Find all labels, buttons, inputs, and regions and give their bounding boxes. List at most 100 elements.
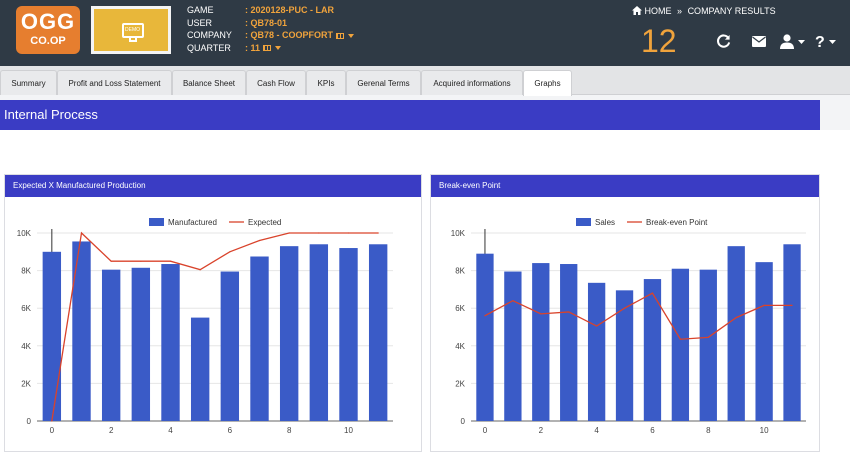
line-point xyxy=(735,317,737,319)
bar xyxy=(643,279,662,421)
line-point xyxy=(791,304,793,306)
logo-line1: OGG xyxy=(20,9,76,34)
bar xyxy=(671,268,690,421)
demo-label: DEMO xyxy=(125,27,140,33)
bar xyxy=(131,267,151,421)
quarter-key: QUARTER xyxy=(187,42,231,53)
line-point xyxy=(258,239,261,242)
game-value: : 2020128-PUC - LAR xyxy=(245,5,335,15)
y-tick-label: 8K xyxy=(455,267,465,276)
line-point xyxy=(288,232,290,234)
legend-swatch-bar xyxy=(576,218,591,226)
bar xyxy=(42,251,62,421)
user-icon xyxy=(780,34,805,49)
user-menu-button[interactable] xyxy=(780,34,806,50)
breadcrumb-current: COMPANY RESULTS xyxy=(687,6,776,16)
break-even-panel-title: Break-even Point xyxy=(431,175,819,197)
list-icon xyxy=(336,32,345,39)
breadcrumb-separator: » xyxy=(677,6,683,16)
x-tick-label: 4 xyxy=(594,426,599,435)
y-tick-label: 6K xyxy=(21,304,31,313)
quarter-selector[interactable]: QUARTER : 11 xyxy=(187,42,354,55)
series-line xyxy=(484,292,793,340)
bar xyxy=(72,241,91,421)
tab-balance-sheet[interactable]: Balance Sheet xyxy=(172,70,246,95)
tab-cash-flow[interactable]: Cash Flow xyxy=(246,70,306,95)
line-point xyxy=(540,313,542,315)
caret-down-icon xyxy=(275,46,282,51)
ogg-logo[interactable]: OGG CO.OP xyxy=(16,6,80,54)
legend-label: Break-even Point xyxy=(646,218,708,227)
series-line xyxy=(51,231,379,422)
y-tick-label: 6K xyxy=(455,304,465,313)
tab-acquired-informations[interactable]: Acquired informations xyxy=(421,70,523,95)
line-point xyxy=(707,336,709,338)
bar xyxy=(727,246,745,421)
bar xyxy=(587,282,606,421)
y-tick-label: 8K xyxy=(21,267,31,276)
refresh-button[interactable] xyxy=(716,34,731,50)
user-value: : QB78-01 xyxy=(245,17,288,28)
line-point xyxy=(110,260,112,262)
list-icon xyxy=(263,45,272,52)
bar xyxy=(101,269,121,421)
caret-down-icon xyxy=(348,33,355,38)
x-tick-label: 4 xyxy=(168,426,173,435)
y-tick-label: 10K xyxy=(17,229,32,238)
x-tick-label: 6 xyxy=(650,426,655,435)
line-point xyxy=(80,232,83,234)
bar xyxy=(699,269,717,421)
y-tick-label: 2K xyxy=(455,379,465,388)
x-tick-label: 8 xyxy=(287,426,292,435)
line-point xyxy=(484,315,486,317)
y-tick-label: 0 xyxy=(461,417,466,426)
bar xyxy=(220,271,240,421)
quarter-counter: 12 xyxy=(641,23,677,59)
svg-text:?: ? xyxy=(815,34,825,49)
tab-summary[interactable]: Summary xyxy=(0,70,57,95)
tab-bar: Summary Profit and Loss Statement Balanc… xyxy=(0,66,850,96)
section-title: Internal Process xyxy=(0,100,820,130)
mail-icon xyxy=(752,36,766,47)
home-icon xyxy=(632,6,642,15)
production-panel: Expected X Manufactured Production 0 2K 4K… xyxy=(4,174,422,452)
legend-label: Expected xyxy=(248,218,281,227)
company-key: COMPANY xyxy=(187,30,232,40)
line-point xyxy=(512,300,514,302)
bar xyxy=(504,271,522,421)
quarter-value: : 11 xyxy=(245,42,261,53)
help-menu-button[interactable]: ? xyxy=(815,34,843,50)
x-tick-label: 8 xyxy=(706,426,711,435)
bar xyxy=(615,290,634,421)
x-tick-label: 10 xyxy=(760,426,769,435)
x-tick-label: 0 xyxy=(483,426,488,435)
company-value: : QB78 - COOPFORT xyxy=(245,30,334,40)
bar xyxy=(368,244,388,421)
company-selector[interactable]: COMPANY : QB78 - COOPFORT xyxy=(187,29,355,42)
x-tick-label: 10 xyxy=(344,426,353,435)
x-tick-label: 6 xyxy=(228,426,233,435)
breadcrumb-home[interactable]: HOME xyxy=(644,6,672,16)
legend-swatch-bar xyxy=(149,218,164,226)
bar xyxy=(190,317,210,421)
break-even-chart: 0 2K 4K 6K 8K 10K 0 2 4 6 8 10 Sales Break-even Point xyxy=(451,218,806,435)
tab-kpis[interactable]: KPIs xyxy=(306,70,346,95)
line-point xyxy=(347,232,350,234)
refresh-icon xyxy=(717,34,731,48)
monitor-icon: DEMO xyxy=(122,23,144,38)
line-point xyxy=(377,232,379,234)
tab-general-terms[interactable]: Gerenal Terms xyxy=(346,70,421,95)
line-point xyxy=(763,304,765,306)
tab-graphs[interactable]: Graphs xyxy=(523,70,572,96)
tab-profit-and-loss[interactable]: Profit and Loss Statement xyxy=(57,70,172,95)
bar xyxy=(476,253,494,421)
logo-line2: CO.OP xyxy=(30,35,66,47)
mail-button[interactable] xyxy=(752,36,766,52)
game-key: GAME xyxy=(187,5,214,15)
line-point xyxy=(140,260,142,262)
y-tick-label: 0 xyxy=(27,417,32,426)
line-point xyxy=(199,269,201,271)
y-tick-label: 4K xyxy=(21,342,31,351)
line-point xyxy=(623,307,626,309)
x-tick-label: 2 xyxy=(539,426,544,435)
